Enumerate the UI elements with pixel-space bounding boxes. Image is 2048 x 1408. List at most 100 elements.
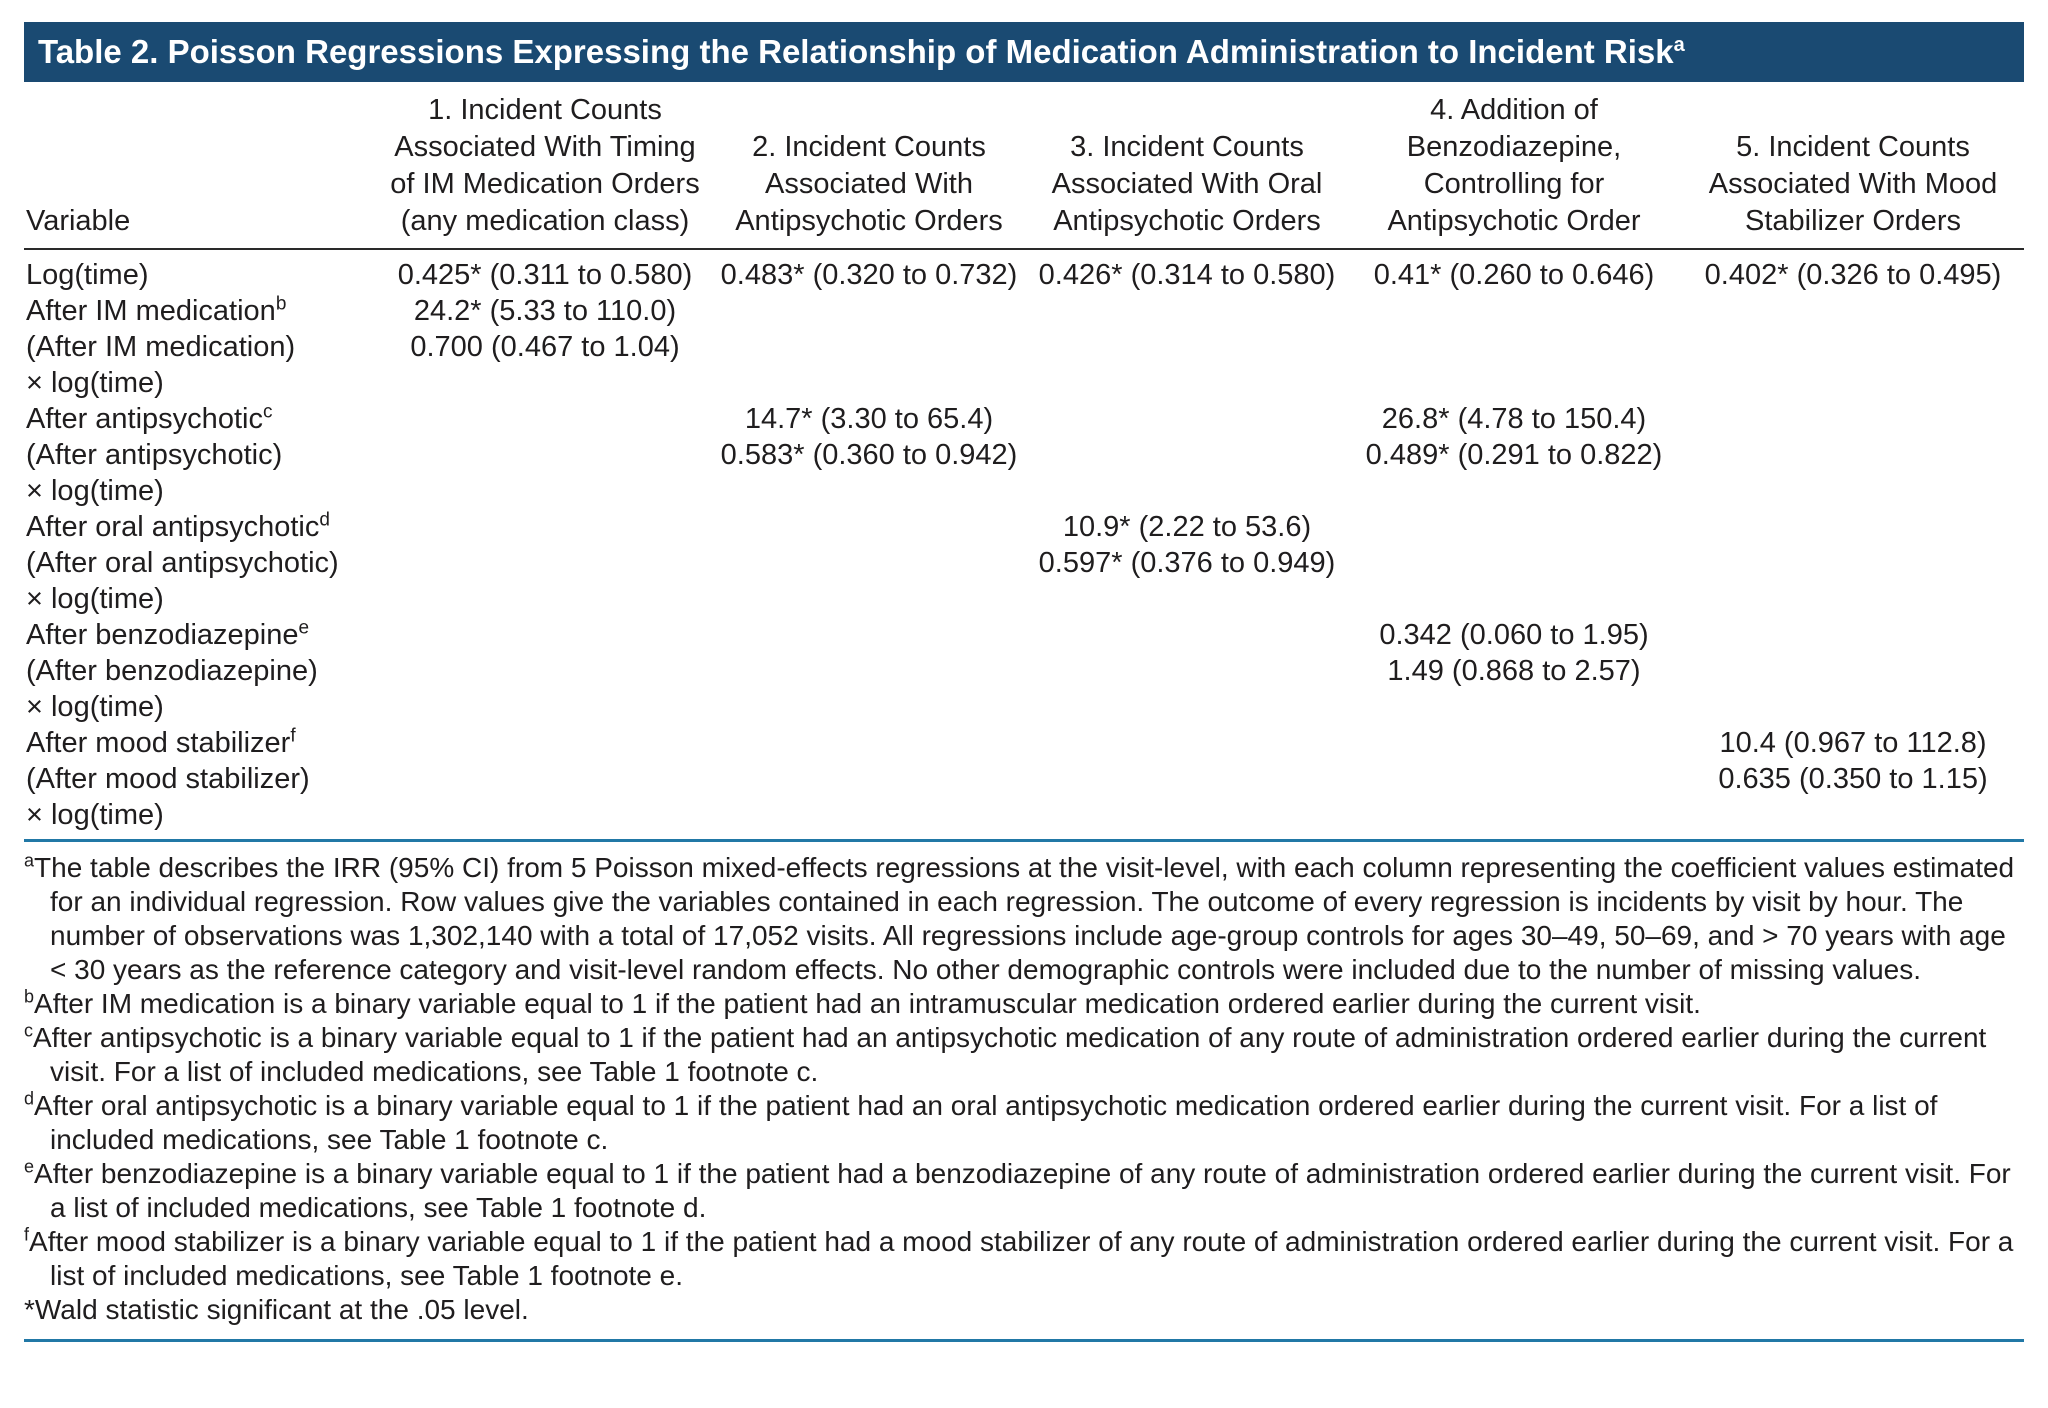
table-row: After IM medicationb 24.2* (5.33 to 110.… xyxy=(24,293,2024,329)
row-variable-cell: (After IM medication) × log(time) xyxy=(24,329,380,401)
row-variable-label: (After antipsychotic) × log(time) xyxy=(26,439,283,507)
cell-model-3 xyxy=(1028,725,1346,761)
row-variable-label: After antipsychotic xyxy=(26,403,263,435)
cell-model-2 xyxy=(710,509,1028,545)
row-variable-label: Log(time) xyxy=(26,259,149,291)
cell-model-5 xyxy=(1682,401,2024,437)
cell-model-2 xyxy=(710,653,1028,725)
column-header-5-mood-stabilizer: 5. Incident Counts Associated With Mood … xyxy=(1682,92,2024,250)
cell-model-4: 1.49 (0.868 to 2.57) xyxy=(1387,655,1641,687)
column-header-variable: Variable xyxy=(24,92,380,250)
table-title: Table 2. Poisson Regressions Expressing … xyxy=(38,33,1674,70)
column-header-4-benzodiazepine: 4. Addition of Benzodiazepine, Controlli… xyxy=(1346,92,1682,250)
row-variable-cell: After oral antipsychoticd xyxy=(24,509,380,545)
row-variable-label: (After benzodiazepine) × log(time) xyxy=(26,655,318,723)
cell-model-1 xyxy=(380,509,710,545)
cell-model-3 xyxy=(1028,437,1346,509)
row-variable-cell: (After mood stabilizer) × log(time) xyxy=(24,761,380,833)
cell-model-2 xyxy=(710,293,1028,329)
footnote-text: Wald statistic significant at the .05 le… xyxy=(34,1294,529,1325)
table-row: After antipsychoticc 14.7* (3.30 to 65.4… xyxy=(24,401,2024,437)
footnote-text: After benzodiazepine is a binary variabl… xyxy=(34,1158,2011,1223)
cell-model-3: 10.9* (2.22 to 53.6) xyxy=(1062,511,1312,543)
table-row: (After mood stabilizer) × log(time) 0.63… xyxy=(24,761,2024,833)
footnote: aThe table describes the IRR (95% CI) fr… xyxy=(24,851,2024,987)
cell-model-1 xyxy=(380,617,710,653)
cell-model-4 xyxy=(1346,329,1682,401)
table-title-bar: Table 2. Poisson Regressions Expressing … xyxy=(24,22,2024,82)
footnote-letter-mark: f xyxy=(24,1224,30,1245)
cell-model-4: 0.489* (0.291 to 0.822) xyxy=(1365,439,1663,471)
column-header-2-antipsychotic: 2. Incident Counts Associated With Antip… xyxy=(710,92,1028,250)
footnote-text: After antipsychotic is a binary variable… xyxy=(33,1022,1987,1087)
footnote-letter-mark: c xyxy=(24,1020,33,1041)
row-footnote-mark: c xyxy=(262,401,273,423)
cell-model-3 xyxy=(1028,653,1346,725)
footnote-letter-mark: d xyxy=(24,1088,35,1109)
cell-model-3 xyxy=(1028,401,1346,437)
row-footnote-mark: b xyxy=(275,293,287,315)
footnote-text: The table describes the IRR (95% CI) fro… xyxy=(34,852,2015,985)
cell-model-3: 0.597* (0.376 to 0.949) xyxy=(1038,547,1336,579)
footnotes-section: aThe table describes the IRR (95% CI) fr… xyxy=(24,851,2024,1327)
footnote-star-mark: * xyxy=(24,1294,35,1325)
cell-model-1 xyxy=(380,653,710,725)
cell-model-3 xyxy=(1028,761,1346,833)
table-row: (After oral antipsychotic) × log(time) 0… xyxy=(24,545,2024,617)
cell-model-3 xyxy=(1028,293,1346,329)
footnote: fAfter mood stabilizer is a binary varia… xyxy=(24,1225,2024,1293)
footnote-letter-mark: b xyxy=(24,986,35,1007)
regression-table: Variable 1. Incident Counts Associated W… xyxy=(24,92,2024,833)
cell-model-1 xyxy=(380,545,710,617)
cell-model-4: 26.8* (4.78 to 150.4) xyxy=(1381,403,1647,435)
row-variable-label: (After IM medication) × log(time) xyxy=(26,331,296,399)
row-variable-cell: After benzodiazepinee xyxy=(24,617,380,653)
column-header-1-im-medication: 1. Incident Counts Associated With Timin… xyxy=(380,92,710,250)
row-footnote-mark: e xyxy=(298,617,310,639)
footnote-text: After oral antipsychotic is a binary var… xyxy=(34,1090,1938,1155)
table-row: After benzodiazepinee 0.342 (0.060 to 1.… xyxy=(24,617,2024,653)
footnote: eAfter benzodiazepine is a binary variab… xyxy=(24,1157,2024,1225)
cell-model-2: 14.7* (3.30 to 65.4) xyxy=(744,403,994,435)
table-body: Log(time) 0.425* (0.311 to 0.580) 0.483*… xyxy=(24,249,2024,833)
cell-model-2: 0.583* (0.360 to 0.942) xyxy=(720,439,1018,471)
cell-model-5: 0.635 (0.350 to 1.15) xyxy=(1718,763,1988,795)
cell-model-5: 10.4 (0.967 to 112.8) xyxy=(1719,727,1987,759)
cell-model-4 xyxy=(1346,509,1682,545)
table-bottom-rule xyxy=(24,839,2024,842)
cell-model-4 xyxy=(1346,725,1682,761)
header-row: Variable 1. Incident Counts Associated W… xyxy=(24,92,2024,250)
row-variable-cell: After IM medicationb xyxy=(24,293,380,329)
table-row: Log(time) 0.425* (0.311 to 0.580) 0.483*… xyxy=(24,249,2024,293)
cell-model-2: 0.483* (0.320 to 0.732) xyxy=(720,259,1018,291)
row-footnote-mark: f xyxy=(290,725,296,747)
cell-model-4 xyxy=(1346,293,1682,329)
row-variable-cell: (After benzodiazepine) × log(time) xyxy=(24,653,380,725)
footnote-letter-mark: e xyxy=(24,1156,35,1177)
cell-model-4: 0.41* (0.260 to 0.646) xyxy=(1373,259,1655,291)
cell-model-4 xyxy=(1346,545,1682,617)
row-variable-cell: After antipsychoticc xyxy=(24,401,380,437)
cell-model-5 xyxy=(1682,437,2024,509)
row-variable-label: After IM medication xyxy=(26,295,276,327)
row-variable-cell: (After antipsychotic) × log(time) xyxy=(24,437,380,509)
row-variable-label: (After oral antipsychotic) × log(time) xyxy=(26,547,339,615)
cell-model-2 xyxy=(710,617,1028,653)
cell-model-5: 0.402* (0.326 to 0.495) xyxy=(1704,259,2002,291)
cell-model-5 xyxy=(1682,509,2024,545)
cell-model-3 xyxy=(1028,329,1346,401)
table-header: Variable 1. Incident Counts Associated W… xyxy=(24,92,2024,250)
footnote-letter-mark: a xyxy=(24,850,35,871)
row-variable-cell: After mood stabilizerf xyxy=(24,725,380,761)
cell-model-3: 0.426* (0.314 to 0.580) xyxy=(1038,259,1336,291)
table-row: (After antipsychotic) × log(time) 0.583*… xyxy=(24,437,2024,509)
footnote: cAfter antipsychotic is a binary variabl… xyxy=(24,1021,2024,1089)
row-variable-label: After mood stabilizer xyxy=(26,727,291,759)
cell-model-1 xyxy=(380,401,710,437)
cell-model-5 xyxy=(1682,293,2024,329)
cell-model-1: 0.700 (0.467 to 1.04) xyxy=(410,331,680,363)
cell-model-2 xyxy=(710,545,1028,617)
cell-model-2 xyxy=(710,761,1028,833)
row-variable-label: (After mood stabilizer) × log(time) xyxy=(26,763,310,831)
cell-model-1: 0.425* (0.311 to 0.580) xyxy=(397,259,693,291)
